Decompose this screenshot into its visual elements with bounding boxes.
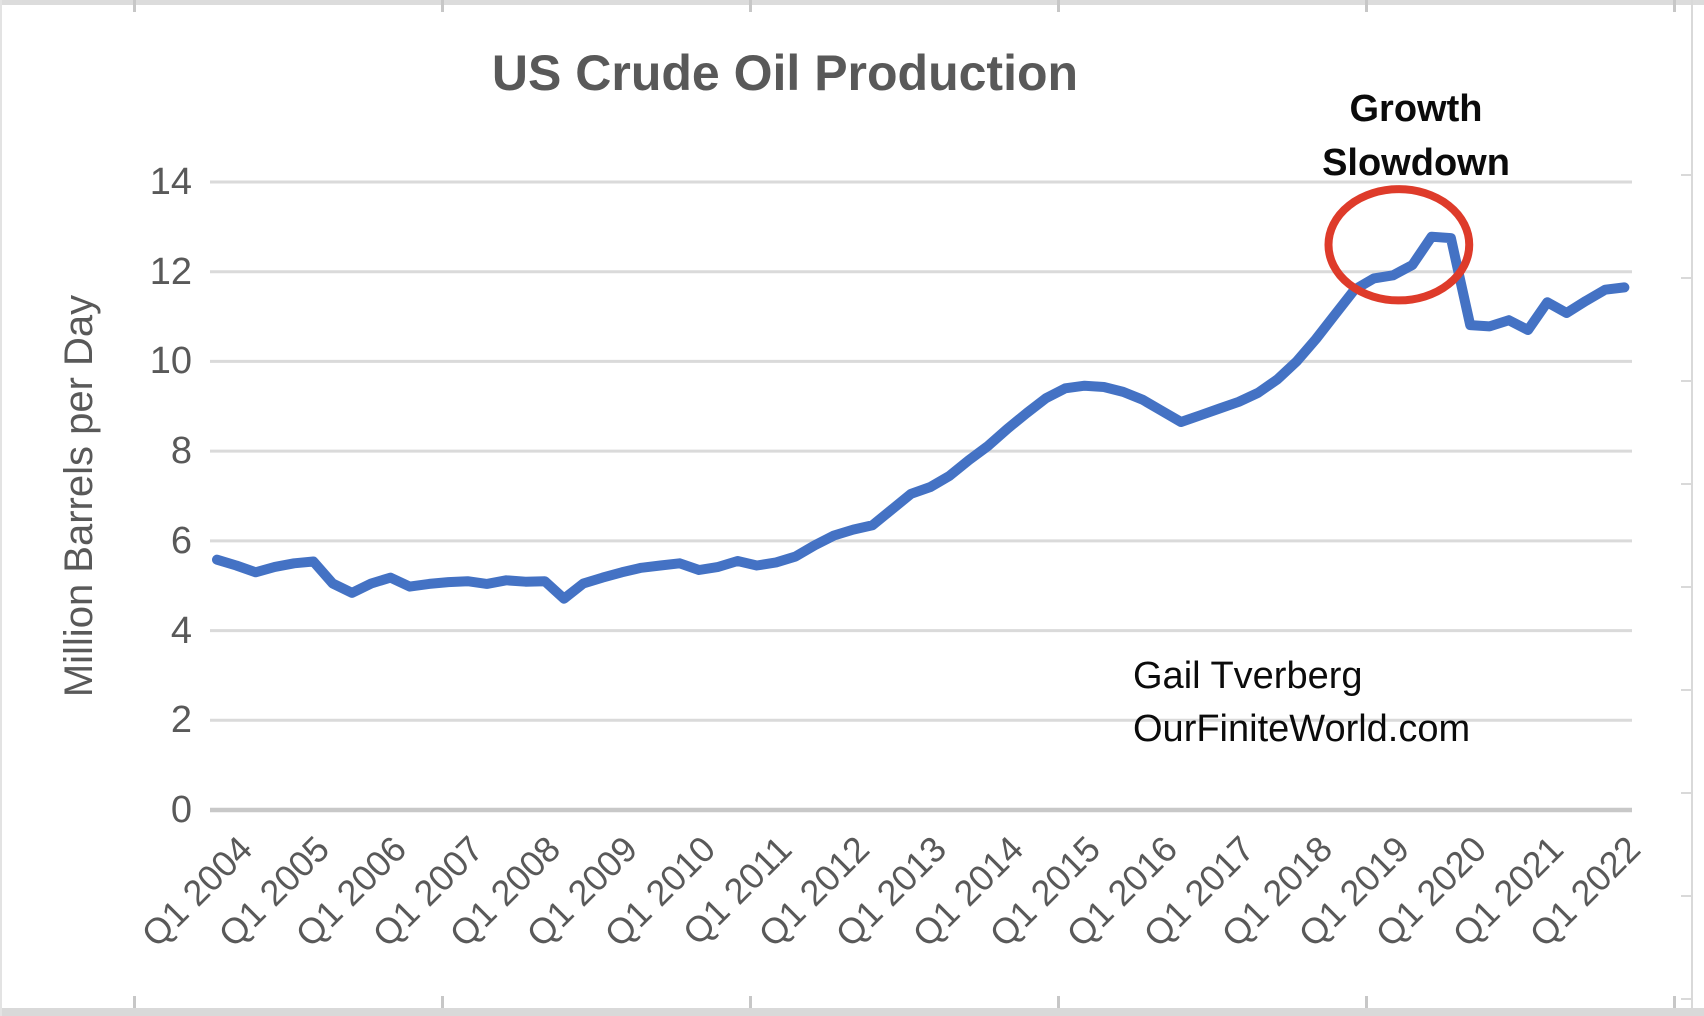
border-tick-bottom-mark <box>441 996 444 1008</box>
y-tick-label-2: 2 <box>170 699 192 742</box>
border-right-ruler-mark <box>1681 586 1691 588</box>
border-right-ruler-mark <box>1681 895 1691 897</box>
bottom-border-artifact <box>0 1008 1704 1016</box>
border-right-ruler-mark <box>1681 792 1691 794</box>
author-name: Gail Tverberg <box>1133 655 1363 697</box>
author-watermark: Gail Tverberg OurFiniteWorld.com <box>1133 650 1613 756</box>
y-tick-label-8: 8 <box>170 430 192 473</box>
y-tick-label-10: 10 <box>149 340 192 383</box>
border-tick-bottom-mark <box>1365 996 1368 1008</box>
border-right-ruler-mark <box>1681 174 1691 176</box>
growth-slowdown-label: Growth Slowdown <box>1256 82 1576 190</box>
author-website: OurFiniteWorld.com <box>1133 708 1471 750</box>
border-tick-top-mark <box>1673 0 1676 12</box>
growth-slowdown-label-line1: Growth <box>1349 88 1483 130</box>
y-tick-label-0: 0 <box>170 789 192 831</box>
growth-slowdown-ellipse <box>1324 185 1474 305</box>
border-right-ruler-mark <box>1681 380 1691 382</box>
production-line-series <box>212 231 1630 604</box>
border-tick-top-mark <box>441 0 444 12</box>
border-tick-bottom-mark <box>133 996 136 1008</box>
growth-slowdown-label-line2: Slowdown <box>1322 142 1510 184</box>
right-border-artifact <box>1691 0 1693 1016</box>
border-tick-bottom-mark <box>1673 996 1676 1008</box>
top-border-artifact <box>0 0 1704 5</box>
border-right-ruler-mark <box>1681 689 1691 691</box>
chart-title: US Crude Oil Production <box>491 45 1079 101</box>
border-tick-bottom-mark <box>749 996 752 1008</box>
border-right-ruler-mark <box>1681 998 1691 1000</box>
border-right-ruler-mark <box>1681 277 1691 279</box>
y-tick-label-14: 14 <box>149 161 192 203</box>
border-tick-top-mark <box>133 0 136 12</box>
y-tick-label-4: 4 <box>170 609 192 652</box>
border-tick-top-mark <box>749 0 752 12</box>
border-tick-top-mark <box>1057 0 1060 12</box>
left-border-artifact <box>0 0 2 1016</box>
border-tick-top-mark <box>1365 0 1368 12</box>
border-right-ruler-mark <box>1681 483 1691 485</box>
y-tick-label-12: 12 <box>149 250 192 293</box>
y-tick-label-6: 6 <box>170 519 192 562</box>
border-tick-bottom-mark <box>1057 996 1060 1008</box>
